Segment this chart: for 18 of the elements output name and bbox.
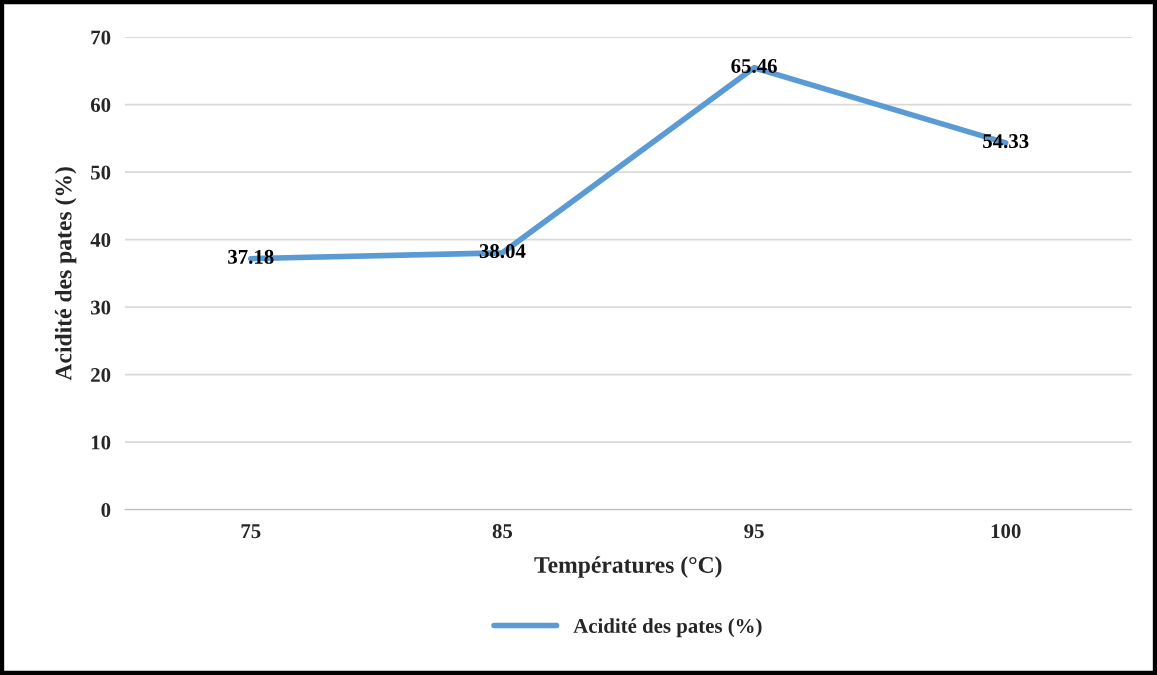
y-tick-label: 20 xyxy=(91,368,111,383)
x-tick-label: 95 xyxy=(744,524,764,539)
legend-label: Acidité des pates (%) xyxy=(573,618,762,638)
x-tick-label: 85 xyxy=(492,524,513,539)
x-tick-label: 75 xyxy=(241,524,261,539)
y-tick-label: 40 xyxy=(90,233,111,248)
y-tick-label: 0 xyxy=(101,503,111,518)
y-tick-label: 30 xyxy=(91,300,111,315)
y-tick-label: 70 xyxy=(91,30,111,45)
y-tick-label: 10 xyxy=(91,435,111,450)
data-label: 65.46 xyxy=(731,58,777,74)
x-axis-title: Températures (°C) xyxy=(534,556,722,578)
y-tick-label: 50 xyxy=(91,165,111,180)
x-tick-label: 100 xyxy=(991,524,1021,539)
y-axis-title: Acidité des pates (%) xyxy=(54,167,77,381)
data-label: 38.04 xyxy=(479,244,526,259)
y-tick-label: 60 xyxy=(90,98,111,113)
data-label: 37.18 xyxy=(228,249,274,264)
